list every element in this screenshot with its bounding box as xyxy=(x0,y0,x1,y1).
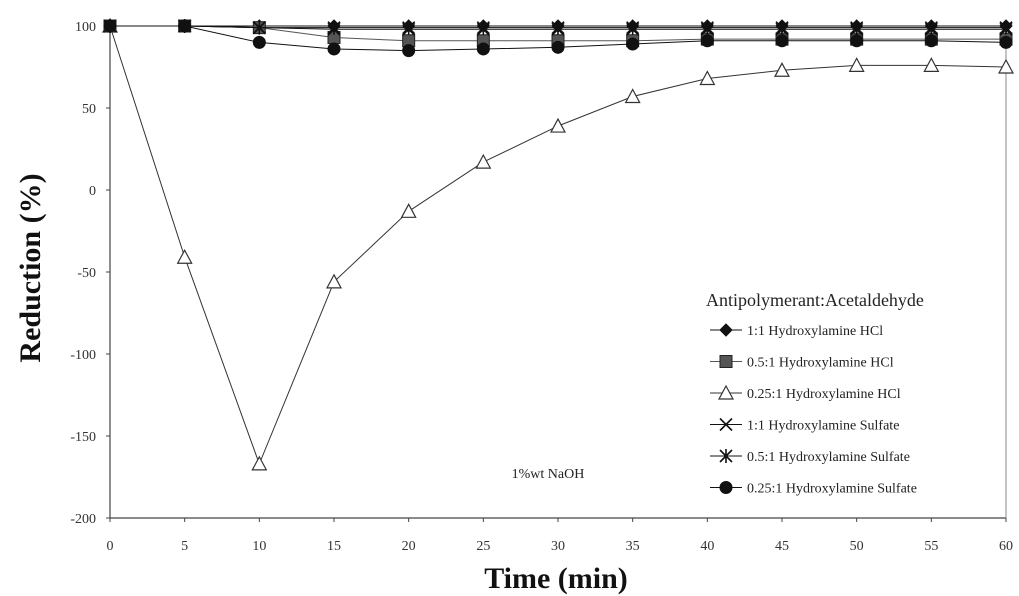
series-5 xyxy=(103,19,1013,35)
legend-label: 0.5:1 Hydroxylamine HCl xyxy=(747,356,894,371)
legend-item: 1:1 Hydroxylamine HCl xyxy=(710,323,883,339)
data-point xyxy=(999,20,1013,35)
series-layer xyxy=(101,17,1015,471)
axes xyxy=(109,20,1007,519)
legend-marker xyxy=(719,355,733,368)
data-point xyxy=(549,117,567,133)
data-point xyxy=(775,20,789,35)
legend-item: 0.25:1 Hydroxylamine Sulfate xyxy=(710,481,917,497)
y-tick-label: -50 xyxy=(77,266,96,281)
x-tick-label: 5 xyxy=(181,539,188,554)
legend-marker xyxy=(717,384,735,400)
legend-marker xyxy=(719,449,733,463)
data-point xyxy=(997,58,1015,74)
x-tick-label: 25 xyxy=(476,539,490,554)
y-axis-ticks: 100 50 0 -50 -100 -150 -200 xyxy=(70,20,110,527)
data-point xyxy=(850,20,864,35)
y-tick-label: -150 xyxy=(70,430,96,445)
x-tick-label: 30 xyxy=(551,539,565,554)
data-point xyxy=(626,37,640,51)
data-point xyxy=(551,20,565,35)
legend-label: 1:1 Hydroxylamine Sulfate xyxy=(747,419,899,434)
data-point xyxy=(848,57,865,72)
legend-item: 0.5:1 Hydroxylamine HCl xyxy=(710,355,894,371)
data-point xyxy=(700,34,714,48)
y-tick-label: -200 xyxy=(70,512,96,527)
data-point xyxy=(924,34,938,48)
data-point xyxy=(400,203,417,218)
data-point xyxy=(251,455,268,471)
data-point xyxy=(551,40,565,54)
legend-item: 0.5:1 Hydroxylamine Sulfate xyxy=(710,449,910,465)
data-point xyxy=(624,88,641,104)
data-point xyxy=(626,20,640,35)
data-point xyxy=(327,42,341,56)
legend-item: 0.25:1 Hydroxylamine HCl xyxy=(710,384,901,402)
data-point xyxy=(923,57,940,72)
x-tick-label: 55 xyxy=(924,539,938,554)
data-point xyxy=(700,20,714,35)
data-point xyxy=(475,153,492,169)
x-axis-title: Time (min) xyxy=(484,562,628,595)
legend-marker xyxy=(719,417,733,432)
x-tick-label: 20 xyxy=(402,539,416,554)
y-tick-label: 0 xyxy=(89,184,96,199)
data-point xyxy=(252,35,266,49)
data-point xyxy=(252,20,266,35)
series-6 xyxy=(103,19,1013,58)
annotation-naoh: 1%wt NaOH xyxy=(512,467,585,482)
y-axis-title: Reduction (%) xyxy=(14,173,47,362)
data-point xyxy=(699,70,716,86)
legend-marker xyxy=(719,481,733,494)
legend-title: Antipolymerant:Acetaldehyde xyxy=(706,290,924,310)
y-tick-label: 100 xyxy=(75,20,96,35)
data-point xyxy=(103,19,117,33)
y-tick-label: 50 xyxy=(82,102,96,117)
legend-label: 0.5:1 Hydroxylamine Sulfate xyxy=(747,450,910,465)
legend-label: 1:1 Hydroxylamine HCl xyxy=(747,324,883,339)
data-point xyxy=(999,35,1013,49)
data-point xyxy=(325,273,343,289)
x-tick-label: 50 xyxy=(850,539,864,554)
legend: Antipolymerant:Acetaldehyde 1:1 Hydroxyl… xyxy=(706,290,924,497)
data-point xyxy=(402,20,416,35)
y-tick-label: -100 xyxy=(70,348,96,363)
x-tick-label: 60 xyxy=(999,539,1013,554)
data-point xyxy=(402,44,416,58)
data-point xyxy=(176,248,193,264)
x-tick-label: 40 xyxy=(700,539,714,554)
x-tick-label: 10 xyxy=(252,539,266,554)
data-point xyxy=(476,42,490,56)
x-tick-label: 0 xyxy=(107,539,114,554)
data-point xyxy=(924,20,938,35)
x-tick-label: 15 xyxy=(327,539,341,554)
x-axis-ticks: 0 5 10 15 20 25 30 35 40 45 50 55 60 xyxy=(107,518,1013,554)
x-tick-label: 45 xyxy=(775,539,789,554)
legend-label: 0.25:1 Hydroxylamine Sulfate xyxy=(747,482,917,497)
series-3 xyxy=(101,17,1015,471)
x-tick-label: 35 xyxy=(626,539,640,554)
legend-item: 1:1 Hydroxylamine Sulfate xyxy=(710,417,899,434)
data-point xyxy=(476,20,490,35)
data-point xyxy=(773,62,791,77)
data-point xyxy=(178,19,192,33)
data-point xyxy=(327,20,341,35)
legend-marker xyxy=(719,323,733,337)
legend-label: 0.25:1 Hydroxylamine HCl xyxy=(747,387,901,402)
data-point xyxy=(850,34,864,48)
data-point xyxy=(775,34,789,48)
